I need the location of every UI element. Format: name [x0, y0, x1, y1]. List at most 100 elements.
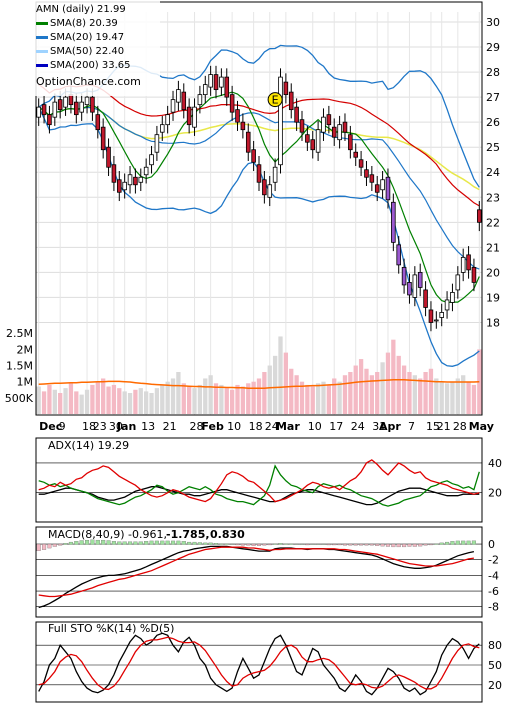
macd-histogram-bar — [310, 543, 315, 545]
candle-body — [444, 299, 450, 311]
x-tick-label: 13 — [141, 420, 155, 433]
volume-bar — [246, 383, 251, 414]
volume-bar — [122, 391, 127, 414]
candle-body — [428, 309, 434, 323]
candle-body — [202, 84, 208, 96]
volume-bar — [428, 368, 434, 414]
volume-bars — [36, 336, 482, 551]
macd-title: MACD(8,40,9) -0.961, — [48, 528, 167, 541]
x-tick-label: 28 — [190, 420, 204, 433]
macd-histogram-bar — [461, 540, 466, 545]
volume-bar — [235, 384, 240, 414]
adx--di-line — [38, 464, 480, 507]
candle-body — [337, 124, 342, 141]
adx-adx-line — [38, 486, 480, 506]
price-y-tick-label: 28 — [486, 66, 500, 79]
earnings-marker-icon — [267, 92, 283, 108]
legend-sma200: SMA(200) 33.65 — [36, 60, 131, 72]
sto-y-tick-label: 80 — [488, 639, 502, 652]
macd-y-tick-label: -6 — [488, 585, 499, 598]
candle-body — [170, 99, 176, 113]
candle-body — [294, 106, 299, 123]
candle-body — [385, 176, 391, 201]
macd-histogram-bar — [144, 541, 149, 545]
volume-bar — [299, 381, 305, 414]
volume-bar — [267, 365, 272, 414]
macd-histogram-bar — [85, 539, 90, 545]
x-tick-label: 23 — [93, 420, 107, 433]
adx-y-tick-label: 20 — [488, 487, 502, 500]
price-y-tick-label: 21 — [486, 241, 500, 254]
macd-histogram-bar — [289, 543, 294, 545]
x-tick-label: 18 — [249, 420, 263, 433]
volume-bar — [396, 355, 401, 414]
macd-histogram-bar — [230, 543, 235, 545]
macd-histogram-bar — [160, 540, 165, 545]
volume-bar — [229, 389, 235, 414]
volume-bar — [165, 381, 170, 414]
macd-signal-value: -1.785, — [166, 528, 210, 541]
candle-body — [165, 114, 170, 126]
volume-bar — [144, 391, 149, 414]
legend-sma8: SMA(8) 20.39 — [36, 18, 118, 30]
x-tick-label: May — [469, 420, 494, 433]
candle-body — [466, 254, 471, 271]
volume-bar — [149, 393, 154, 414]
macd-signal-line — [38, 546, 474, 598]
macd-histogram-bar — [111, 541, 116, 545]
macd-histogram-bar — [106, 540, 111, 545]
volume-bar — [364, 368, 369, 414]
x-tick-label: Mar — [276, 420, 300, 433]
candle-body — [79, 101, 84, 113]
volume-bar — [380, 362, 385, 414]
macd-histogram-bar — [240, 543, 245, 546]
volume-bar — [181, 383, 186, 414]
price-y-tick-label: 19 — [486, 291, 500, 304]
volume-bar — [289, 368, 294, 414]
chart-title: AMN (daily) 21.99 — [36, 4, 126, 15]
macd-histogram-bar — [294, 543, 299, 545]
candle-body — [138, 176, 144, 183]
sma8-line — [38, 91, 480, 304]
candle-body — [63, 96, 68, 108]
candle-body — [380, 179, 385, 191]
macd-macd-line — [38, 545, 475, 609]
candle-body — [154, 134, 160, 153]
x-tick-label: Jan — [116, 420, 136, 433]
macd-histogram-bar — [197, 542, 202, 545]
volume-bar — [337, 381, 342, 414]
macd-histogram-bar — [391, 543, 396, 548]
volume-bar — [466, 381, 471, 414]
macd-histogram-bar — [208, 542, 213, 545]
macd-histogram-bar — [52, 543, 57, 547]
macd-histogram-bar — [412, 543, 417, 547]
candle-body — [267, 184, 273, 198]
macd-histogram-value: 0.830 — [210, 528, 245, 541]
candle-body — [358, 159, 364, 168]
macd-histogram-bar — [364, 543, 369, 546]
volume-bar — [455, 378, 460, 414]
price-y-tick-label: 24 — [486, 166, 500, 179]
volume-bar — [251, 381, 256, 414]
candle-body — [278, 76, 283, 166]
candle-body — [460, 256, 466, 273]
volume-bar — [127, 393, 133, 414]
macd-histogram-bar — [36, 543, 41, 551]
candle-body — [149, 154, 154, 166]
candle-body — [122, 181, 127, 191]
macd-histogram-bar — [283, 543, 288, 545]
candle-body — [283, 81, 289, 96]
candle-body — [192, 106, 197, 128]
macd-histogram-bar — [122, 541, 127, 545]
volume-bar — [36, 386, 41, 414]
volume-bar — [176, 372, 181, 414]
macd-histogram-bar — [380, 543, 385, 547]
volume-bar — [68, 383, 74, 414]
x-tick-label: 24 — [351, 420, 365, 433]
candle-body — [321, 116, 326, 133]
macd-histogram-bar — [213, 543, 219, 545]
volume-bar — [326, 384, 332, 414]
volume-bar — [63, 388, 68, 414]
candle-body — [47, 114, 52, 126]
